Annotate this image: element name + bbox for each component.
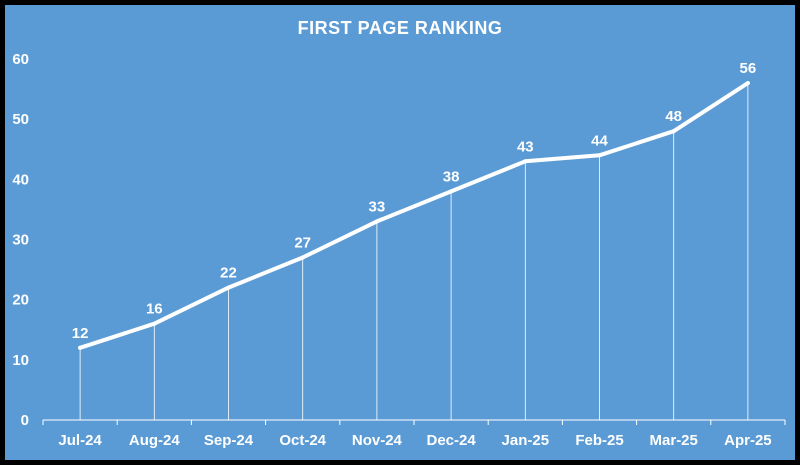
x-tick-label: Jul-24	[58, 432, 102, 449]
data-label: 27	[294, 235, 311, 252]
x-tick-label: Dec-24	[426, 432, 476, 449]
y-tick-label: 20	[12, 292, 29, 309]
data-point	[152, 321, 157, 326]
chart-title: FIRST PAGE RANKING	[298, 18, 503, 38]
x-tick-label: Mar-25	[650, 432, 698, 449]
x-tick-label: Oct-24	[279, 432, 326, 449]
data-point	[226, 285, 231, 290]
x-tick-label: Feb-25	[575, 432, 623, 449]
y-tick-label: 10	[12, 352, 29, 369]
data-label: 38	[443, 168, 460, 185]
data-point	[671, 129, 676, 134]
data-point	[78, 345, 83, 350]
x-axis: Jul-24 Aug-24 Sep-24 Oct-24 Nov-24 Dec-24 Jan-…	[42, 419, 786, 449]
data-point	[523, 159, 528, 164]
chart-area: FIRST PAGE RANKING 0 10 20 30 40 50 60 Jul-24 A…	[5, 5, 795, 460]
data-label: 56	[740, 60, 757, 77]
data-label: 12	[72, 325, 89, 342]
data-labels: 12 16 22 27 33 38 43 44 48 56	[72, 60, 756, 342]
x-tick-label: Aug-24	[129, 432, 180, 449]
y-tick-label: 30	[12, 232, 29, 249]
y-tick-label: 40	[12, 171, 29, 188]
data-point	[597, 153, 602, 158]
series-layer	[78, 81, 750, 350]
y-axis: 0 10 20 30 40 50 60	[12, 51, 29, 429]
y-tick-label: 50	[12, 111, 29, 128]
data-label: 44	[591, 132, 608, 149]
data-point	[374, 219, 379, 224]
y-tick-label: 60	[12, 51, 29, 68]
series-line	[78, 81, 750, 350]
data-label: 22	[220, 265, 237, 282]
data-label: 48	[665, 108, 682, 125]
data-point	[300, 255, 305, 260]
data-label: 16	[146, 301, 163, 318]
x-tick-label: Nov-24	[352, 432, 403, 449]
drop-lines	[79, 83, 749, 420]
data-label: 33	[369, 198, 386, 215]
x-tick-label: Jan-25	[502, 432, 550, 449]
data-point	[449, 189, 454, 194]
line-chart: FIRST PAGE RANKING 0 10 20 30 40 50 60 Jul-24 A…	[12, 18, 786, 449]
y-tick-label: 0	[21, 412, 29, 429]
data-point	[745, 81, 750, 86]
x-tick-label: Sep-24	[204, 432, 254, 449]
data-label: 43	[517, 138, 534, 155]
x-tick-label: Apr-25	[724, 432, 772, 449]
